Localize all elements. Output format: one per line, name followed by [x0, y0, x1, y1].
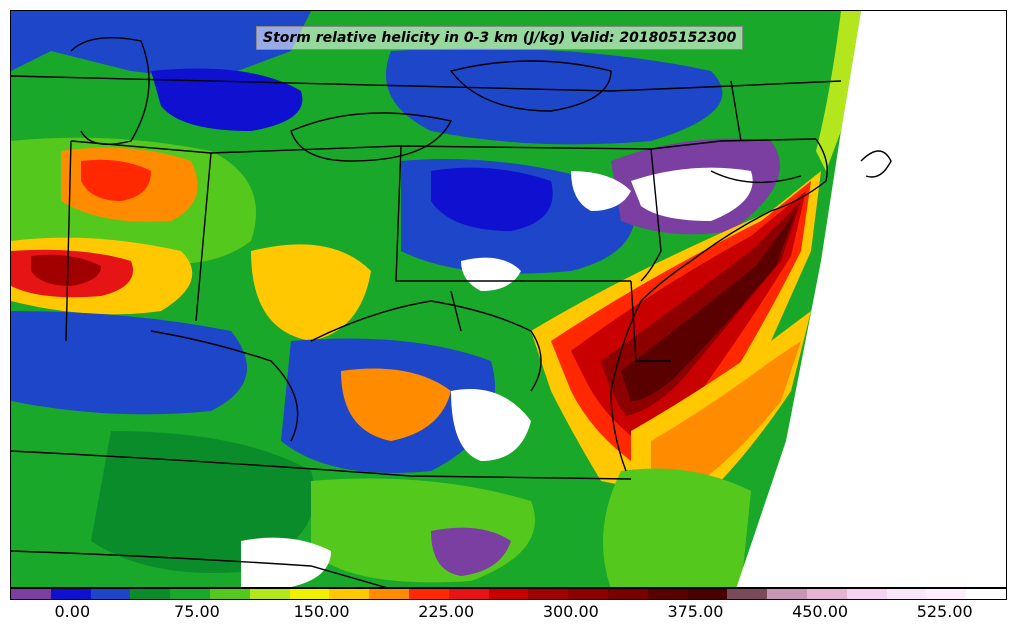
lake-shore	[449, 60, 612, 112]
field-region	[311, 478, 535, 583]
field-region	[603, 468, 751, 587]
colorbar-cell	[408, 589, 449, 599]
colorbar-cell	[846, 589, 887, 599]
lake-shore	[290, 112, 453, 162]
colorbar-cell	[50, 589, 91, 599]
boundary-line	[450, 290, 462, 332]
field-region	[251, 244, 371, 341]
missing-region	[451, 389, 531, 461]
boundary-line	[11, 450, 632, 480]
colorbar-cell	[647, 589, 688, 599]
colorbar-cell	[607, 589, 648, 599]
boundary-line	[730, 80, 742, 142]
boundary-line	[11, 75, 842, 92]
boundary-line	[11, 550, 387, 587]
political-boundaries	[11, 36, 892, 587]
field-region	[431, 527, 511, 576]
colorbar-cell	[488, 589, 529, 599]
colorbar-cell	[289, 589, 330, 599]
colorbar-cell	[90, 589, 131, 599]
colorbar-cell	[170, 589, 210, 599]
colorbar-tick-label: 225.00	[418, 602, 475, 621]
boundary-line	[395, 145, 631, 282]
coastline	[610, 138, 828, 472]
missing-region	[631, 167, 753, 221]
colorbar-cell	[966, 589, 1006, 599]
colorbar-cell	[249, 589, 290, 599]
missing-region	[571, 171, 631, 211]
colorbar-tick-label: 375.00	[667, 602, 724, 621]
colorbar-tick-label: 75.00	[174, 602, 220, 621]
colorbar-tick-label: 150.00	[293, 602, 350, 621]
missing-region	[461, 257, 521, 291]
colorbar	[10, 588, 1007, 600]
colorbar-cell	[687, 589, 728, 599]
map-title: Storm relative helicity in 0-3 km (J/kg)…	[256, 26, 744, 50]
boundary-line	[640, 148, 662, 282]
colorbar-cell	[568, 589, 608, 599]
helicity-field-map	[11, 11, 1006, 587]
colorbar-cell	[727, 589, 768, 599]
missing-region	[241, 537, 331, 587]
colorbar-cell	[767, 589, 807, 599]
boundary-line	[195, 152, 212, 322]
field-region	[91, 431, 315, 573]
lake-shore	[70, 36, 150, 145]
colorbar-tick-label: 525.00	[916, 602, 973, 621]
colorbar-cell	[886, 589, 927, 599]
field-contours	[11, 11, 1006, 587]
colorbar-tick-labels: 0.00 75.00 150.00 225.00 300.00 375.00 450.00 5…	[10, 602, 1007, 624]
boundary-line	[150, 330, 299, 442]
field-region	[651, 341, 801, 486]
boundary-line	[70, 138, 817, 154]
colorbar-cell	[11, 589, 51, 599]
field-region	[31, 254, 101, 286]
colorbar-cell	[329, 589, 370, 599]
colorbar-tick-label: 0.00	[54, 602, 91, 621]
missing-region-east	[736, 11, 1006, 587]
colorbar-cell	[926, 589, 967, 599]
boundary-line	[310, 300, 542, 392]
colorbar-cell	[448, 589, 489, 599]
boundary-line	[65, 140, 72, 342]
colorbar-cell	[528, 589, 569, 599]
coastline	[860, 150, 892, 178]
colorbar-tick-label: 450.00	[792, 602, 849, 621]
field-region	[81, 159, 151, 201]
colorbar-cell	[369, 589, 409, 599]
field-region	[621, 211, 796, 401]
boundary-line	[630, 280, 671, 362]
field-region	[11, 311, 247, 415]
field-region	[386, 48, 723, 145]
field-region	[341, 368, 451, 441]
colorbar-cell	[806, 589, 847, 599]
field-region	[431, 167, 553, 231]
field-region	[11, 11, 311, 81]
field-region	[816, 11, 861, 171]
field-region	[151, 68, 303, 131]
coastline	[710, 170, 802, 184]
map-panel: Storm relative helicity in 0-3 km (J/kg)…	[10, 10, 1007, 588]
colorbar-tick-label: 300.00	[542, 602, 599, 621]
colorbar-cell	[130, 589, 171, 599]
colorbar-cell	[209, 589, 250, 599]
